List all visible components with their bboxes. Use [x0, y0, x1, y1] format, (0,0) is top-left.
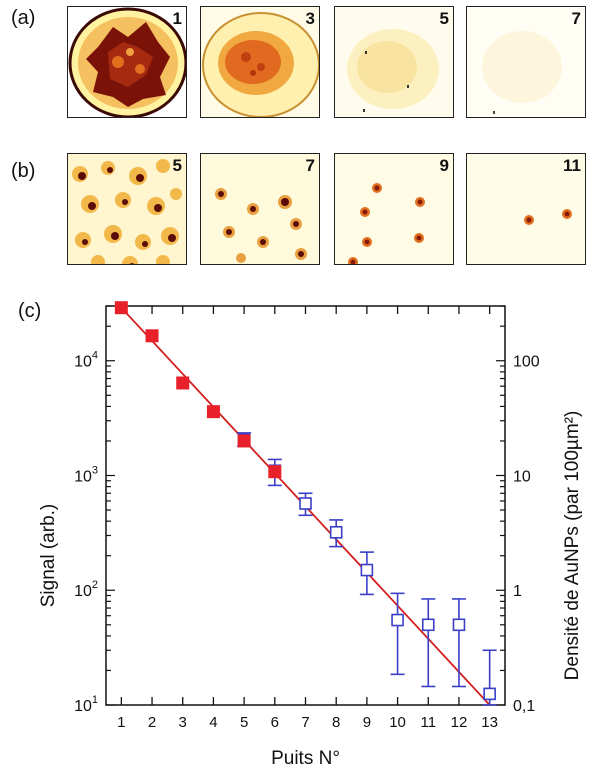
y-tick-label: 102 [74, 579, 98, 600]
well-number: 1 [172, 9, 182, 28]
open-square-point [391, 613, 404, 627]
filled-square-point [268, 465, 282, 479]
filled-square-point [145, 329, 159, 343]
well-number: 9 [439, 156, 449, 175]
y2-tick-label: 100 [513, 354, 540, 371]
well-number: 7 [571, 9, 581, 28]
x-tick-label: 5 [240, 714, 248, 731]
y2-tick-label: 0,1 [513, 698, 535, 715]
well-number: 3 [305, 9, 315, 28]
x-tick-label: 4 [209, 714, 217, 731]
image-panel-a3: 3 [200, 6, 320, 118]
well-image-1 [68, 7, 186, 117]
well-image-7 [467, 7, 585, 117]
particle-image-5 [68, 154, 186, 264]
filled-square-point [237, 434, 251, 448]
image-panel-b11: 11 [466, 153, 586, 265]
open-square-point [299, 497, 312, 510]
panel-label-a: (a) [11, 7, 36, 29]
y-tick-label: 104 [74, 350, 98, 371]
well-number: 7 [305, 156, 315, 175]
filled-square-point [176, 376, 190, 390]
y2-tick-label: 10 [513, 468, 531, 485]
panel-label-c: (c) [18, 300, 42, 322]
y-tick-label: 103 [74, 464, 98, 485]
x-tick-label: 9 [363, 714, 371, 731]
x-tick-label: 10 [389, 714, 406, 731]
image-panel-a7: 7 [466, 6, 586, 118]
filled-square-point [206, 405, 220, 419]
x-tick-label: 1 [117, 714, 125, 731]
particle-image-11 [467, 154, 585, 264]
y2-tick-label: 1 [513, 583, 522, 600]
x-axis-label: Puits N° [271, 748, 340, 769]
x-tick-label: 7 [301, 714, 309, 731]
open-square-point [452, 618, 466, 632]
y2-axis-label: Densité de AuNPs (par 100µm²) [562, 411, 583, 681]
x-tick-label: 2 [148, 714, 156, 731]
well-image-3 [201, 7, 319, 117]
well-number: 5 [439, 9, 449, 28]
well-image-5 [335, 7, 453, 117]
y-axis-label: Signal (arb.) [38, 504, 59, 608]
image-panel-a1: 1 [67, 6, 187, 118]
x-tick-label: 6 [271, 714, 279, 731]
open-square-point [421, 618, 435, 632]
x-tick-label: 13 [481, 714, 498, 731]
panel-label-b: (b) [11, 160, 36, 182]
filled-square-point [114, 301, 128, 315]
x-tick-label: 8 [332, 714, 340, 731]
image-panel-b9: 9 [334, 153, 454, 265]
x-tick-label: 11 [420, 714, 436, 731]
particle-image-7 [201, 154, 319, 264]
image-panel-a5: 5 [334, 6, 454, 118]
open-square-point [329, 525, 343, 539]
particle-image-9 [335, 154, 453, 264]
x-tick-label: 3 [179, 714, 187, 731]
open-square-point [483, 687, 496, 701]
open-square-point [360, 563, 374, 577]
well-number: 5 [172, 156, 182, 175]
x-tick-label: 12 [451, 714, 468, 731]
well-number: 11 [563, 156, 581, 175]
y-tick-label: 101 [74, 694, 98, 715]
image-panel-b5: 5 [67, 153, 187, 265]
image-panel-b7: 7 [200, 153, 320, 265]
